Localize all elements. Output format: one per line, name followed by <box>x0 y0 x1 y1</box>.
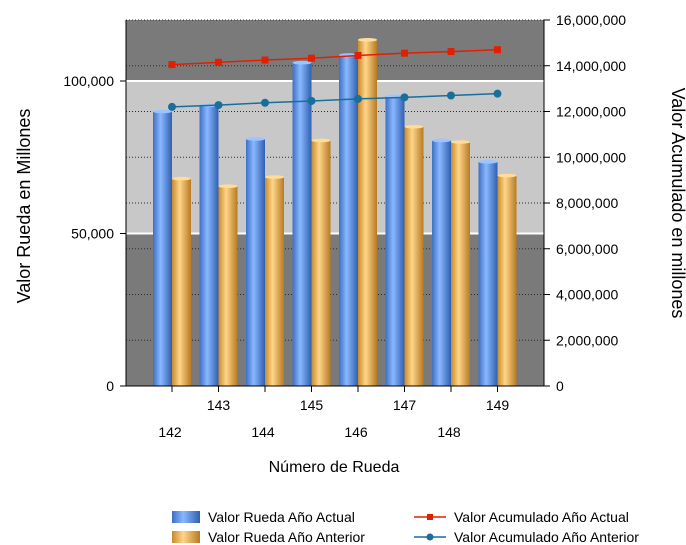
marker-accum-actual <box>308 54 315 62</box>
bar-actual <box>246 138 265 386</box>
lines <box>168 46 502 111</box>
y2-tick-label: 10,000,000 <box>556 149 626 165</box>
marker-accum-actual <box>354 51 362 59</box>
y2-tick-label: 16,000,000 <box>556 12 626 28</box>
line-accum-previous <box>171 92 498 108</box>
y2-tick-label: 8,000,000 <box>556 195 618 211</box>
bar-previous <box>451 142 470 386</box>
bar-actual <box>292 62 312 386</box>
x-tick-label: 147 <box>393 397 417 413</box>
bar-actual-cap <box>246 137 265 141</box>
bar-actual-cap <box>432 138 451 143</box>
bar-previous-cap <box>358 38 377 42</box>
bar-previous-cap <box>265 175 284 179</box>
marker-accum-actual <box>447 48 455 56</box>
y2-tick-label: 14,000,000 <box>556 58 626 74</box>
y-tick-label: 50,000 <box>71 226 114 242</box>
marker-accum-previous <box>307 96 316 105</box>
legend: Valor Rueda Año Actual Valor Rueda Año An… <box>172 509 639 545</box>
x-tick-label: 149 <box>486 397 510 413</box>
bar-previous <box>358 39 377 386</box>
bar-previous <box>404 126 424 386</box>
bar-actual <box>478 161 498 386</box>
marker-accum-actual <box>168 61 176 69</box>
y2-axis-title: Valor Acumulado en millones <box>668 88 686 319</box>
bar-previous-cap <box>451 140 470 144</box>
legend-label: Valor Rueda Año Anterior <box>208 529 365 545</box>
marker-accum-previous <box>400 93 409 102</box>
bar-actual <box>432 140 451 386</box>
x-axis-title: Número de Rueda <box>269 459 400 476</box>
bar-actual-cap <box>292 60 312 65</box>
bar-actual-cap <box>153 109 172 114</box>
legend-label: Valor Acumulado Año Actual <box>454 509 629 525</box>
bar-previous-cap <box>497 173 517 178</box>
y2-tick-label: 2,000,000 <box>556 332 618 348</box>
y-axis-title: Valor Rueda en Millones <box>14 109 34 304</box>
marker-accum-previous <box>261 98 269 107</box>
marker-accum-previous <box>168 102 176 111</box>
bar-previous-cap <box>311 138 331 143</box>
bar-previous-cap <box>172 176 191 181</box>
bar-actual <box>199 105 219 387</box>
plot-area <box>126 19 544 386</box>
y2-tick-label: 12,000,000 <box>556 104 626 120</box>
bars <box>153 38 517 387</box>
bar-previous <box>172 178 191 386</box>
y2-tick-label: 6,000,000 <box>556 241 618 257</box>
x-tick-label: 145 <box>300 397 324 413</box>
marker-accum-actual <box>494 46 501 54</box>
bar-actual <box>385 96 405 386</box>
x-tick-label: 143 <box>207 397 231 413</box>
legend-swatch <box>172 511 200 523</box>
marker-accum-previous <box>214 101 223 110</box>
bar-previous-cap <box>218 184 238 189</box>
marker-accum-previous <box>447 91 455 100</box>
x-tick-label: 142 <box>158 424 182 440</box>
bar-actual-cap <box>478 160 498 164</box>
legend-marker <box>426 533 434 541</box>
bar-actual <box>153 111 172 386</box>
x-tick-label: 144 <box>251 424 275 440</box>
bar-previous <box>311 140 331 386</box>
bar-previous-cap <box>404 124 424 129</box>
x-tick-label: 148 <box>437 424 461 440</box>
y-tick-label: 0 <box>106 378 114 394</box>
line-accum-actual <box>171 48 498 66</box>
marker-accum-previous <box>493 89 502 98</box>
y-tick-label: 100,000 <box>63 73 114 89</box>
bar-previous <box>218 186 238 386</box>
legend-marker <box>427 514 433 520</box>
y2-axis-ticks: 0 2,000,000 4,000,000 6,000,000 8,000,000 10,… <box>544 12 626 394</box>
marker-accum-actual <box>261 56 269 64</box>
y2-tick-label: 4,000,000 <box>556 287 618 303</box>
legend-label: Valor Rueda Año Actual <box>208 509 355 525</box>
gridlines <box>126 19 544 341</box>
marker-accum-actual <box>401 49 408 57</box>
bar-previous <box>497 175 517 386</box>
legend-swatch <box>172 531 200 543</box>
x-tick-label: 146 <box>344 424 368 440</box>
bar-actual <box>339 55 358 386</box>
marker-accum-previous <box>354 94 362 103</box>
legend-label: Valor Acumulado Año Anterior <box>454 529 639 545</box>
y-axis-ticks: 0 50,000 100,000 <box>63 73 126 394</box>
y2-tick-label: 0 <box>556 378 564 394</box>
x-axis-ticks: 142 143 144 145 146 147 148 149 <box>158 386 509 440</box>
marker-accum-actual <box>215 58 222 66</box>
bar-previous <box>265 177 284 386</box>
